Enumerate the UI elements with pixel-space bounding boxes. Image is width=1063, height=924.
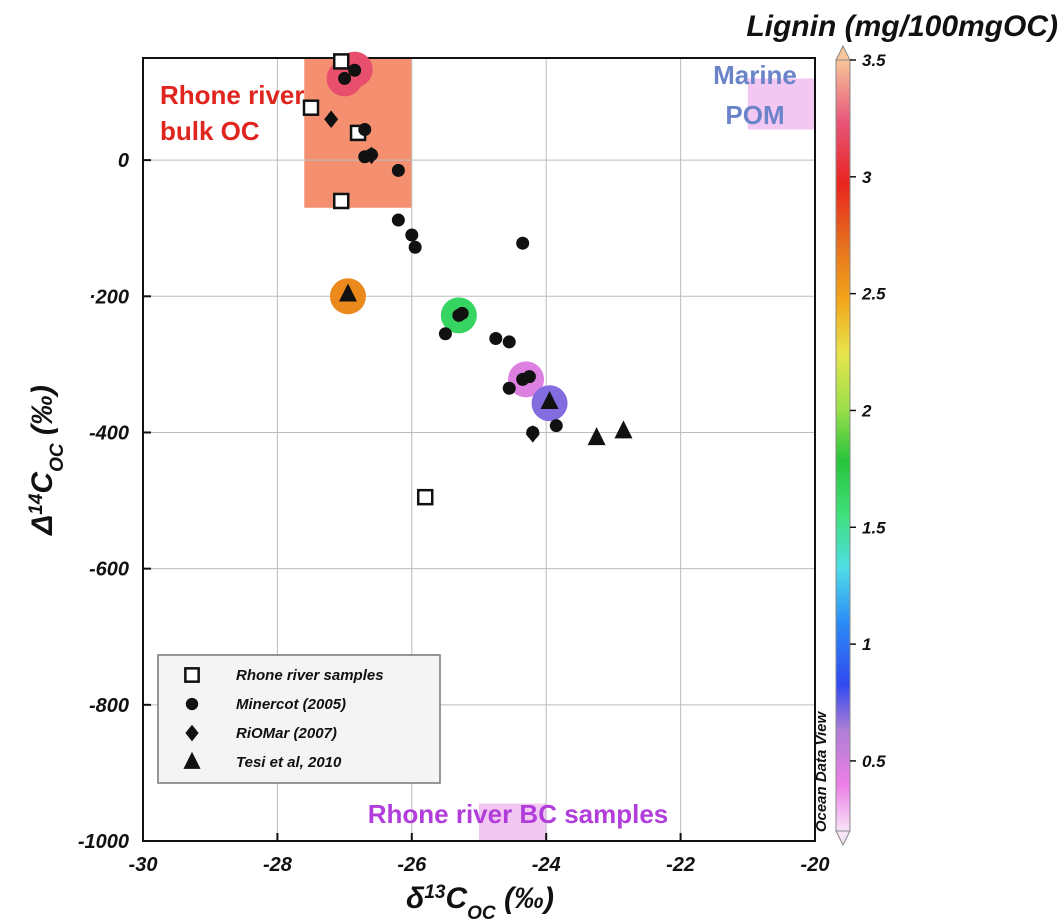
colorbar-tick-label: 1.5 bbox=[862, 518, 886, 537]
y-tick-label: 0 bbox=[118, 150, 129, 172]
legend-box bbox=[157, 654, 441, 784]
x-tick-label: -26 bbox=[397, 854, 427, 876]
legend-label: Rhone river samples bbox=[236, 667, 384, 684]
legend-label: Tesi et al, 2010 bbox=[236, 754, 342, 771]
data-point-open-square bbox=[416, 488, 434, 506]
x-tick-label: -24 bbox=[532, 854, 561, 876]
data-point-circle bbox=[408, 240, 422, 254]
plot-frame bbox=[142, 57, 816, 842]
data-point-circle bbox=[438, 327, 452, 341]
data-point-triangle bbox=[540, 391, 559, 410]
data-point-circle bbox=[455, 306, 469, 320]
data-point-open-square bbox=[302, 99, 320, 116]
legend-label: RiOMar (2007) bbox=[236, 725, 337, 742]
y-tick-label: ·200 bbox=[89, 286, 129, 308]
legend-marker-circle bbox=[185, 697, 199, 711]
y-axis-title: Δ14COC (‰) bbox=[26, 385, 68, 536]
legend-marker-diamond bbox=[185, 724, 199, 742]
colorbar-bottom-cap bbox=[835, 830, 851, 847]
colorbar-tick-label: 0.5 bbox=[862, 752, 886, 771]
data-point-open-square bbox=[332, 53, 350, 70]
data-point-circle bbox=[549, 419, 563, 433]
colorbar-top-cap bbox=[835, 44, 851, 61]
colorbar-tick-label: 3 bbox=[862, 168, 872, 187]
data-point-diamond bbox=[324, 110, 339, 129]
data-point-triangle bbox=[614, 420, 633, 439]
data-point-open-square bbox=[332, 192, 350, 210]
region-2 bbox=[479, 803, 547, 841]
colorbar-title: Lignin (mg/100mgOC) bbox=[746, 10, 1058, 43]
legend-marker-triangle bbox=[183, 751, 201, 769]
data-point-circle bbox=[348, 63, 362, 77]
colorbar-tick-label: 2.5 bbox=[861, 285, 886, 304]
x-tick-label: -30 bbox=[129, 854, 158, 876]
data-point-circle bbox=[358, 122, 372, 136]
data-point-circle bbox=[502, 335, 516, 349]
y-tick-label: -600 bbox=[89, 559, 129, 581]
colorbar-gradient bbox=[835, 59, 851, 832]
data-point-circle bbox=[391, 163, 405, 177]
data-point-triangle bbox=[338, 283, 357, 302]
region-label-line: Rhone river bbox=[160, 80, 305, 110]
region-1 bbox=[747, 78, 815, 130]
data-point-triangle bbox=[587, 427, 606, 446]
x-tick-label: -22 bbox=[666, 854, 695, 876]
data-point-circle bbox=[522, 370, 536, 384]
region-label-line: bulk OC bbox=[160, 116, 260, 146]
data-point-circle bbox=[489, 332, 503, 346]
region-label-line: Marine bbox=[713, 60, 797, 90]
x-tick-label: -20 bbox=[801, 854, 830, 876]
colorbar-tick-label: 1 bbox=[862, 635, 871, 654]
colorbar: 3.5 3 2.5 2 1.5 1 0.5 Ocean Data View bbox=[813, 44, 886, 847]
data-point-circle bbox=[338, 71, 352, 85]
y-tick-label: -1000 bbox=[78, 831, 129, 853]
tick-layer: -30 -28 -26 -24 -22 -20 -1000 -800 -600 -400 ·200 0 bbox=[78, 150, 830, 876]
legend-marker-open-square bbox=[184, 667, 200, 683]
y-tick-label: -400 bbox=[89, 422, 129, 444]
region-label-line: POM bbox=[725, 100, 784, 130]
x-axis-title: δ13COC (‰) bbox=[406, 882, 554, 924]
data-point-circle bbox=[405, 228, 419, 242]
y-tick-label: -800 bbox=[89, 695, 129, 717]
region-label-layer: Rhone river bulk OC Marine POM Rhone river B… bbox=[160, 60, 797, 829]
data-point-circle bbox=[516, 236, 530, 250]
axis-titles: Lignin (mg/100mgOC) δ13COC (‰) Δ14COC (‰) bbox=[26, 10, 1059, 924]
legend: Rhone river samples Minercot (2005) RiOMar… bbox=[157, 654, 441, 784]
data-point-diamond bbox=[364, 146, 379, 165]
x-tick-label: -28 bbox=[263, 854, 293, 876]
point-layer bbox=[302, 53, 633, 506]
data-point-circle bbox=[502, 381, 516, 395]
data-point-circle bbox=[391, 213, 405, 227]
data-point-diamond bbox=[525, 425, 540, 443]
colorbar-credit: Ocean Data View bbox=[813, 711, 830, 833]
colorbar-tick-label: 3.5 bbox=[862, 51, 886, 70]
region-label-line: Rhone river BC samples bbox=[368, 799, 669, 829]
colorbar-tick-label: 2 bbox=[861, 401, 872, 420]
legend-label: Minercot (2005) bbox=[236, 696, 346, 713]
